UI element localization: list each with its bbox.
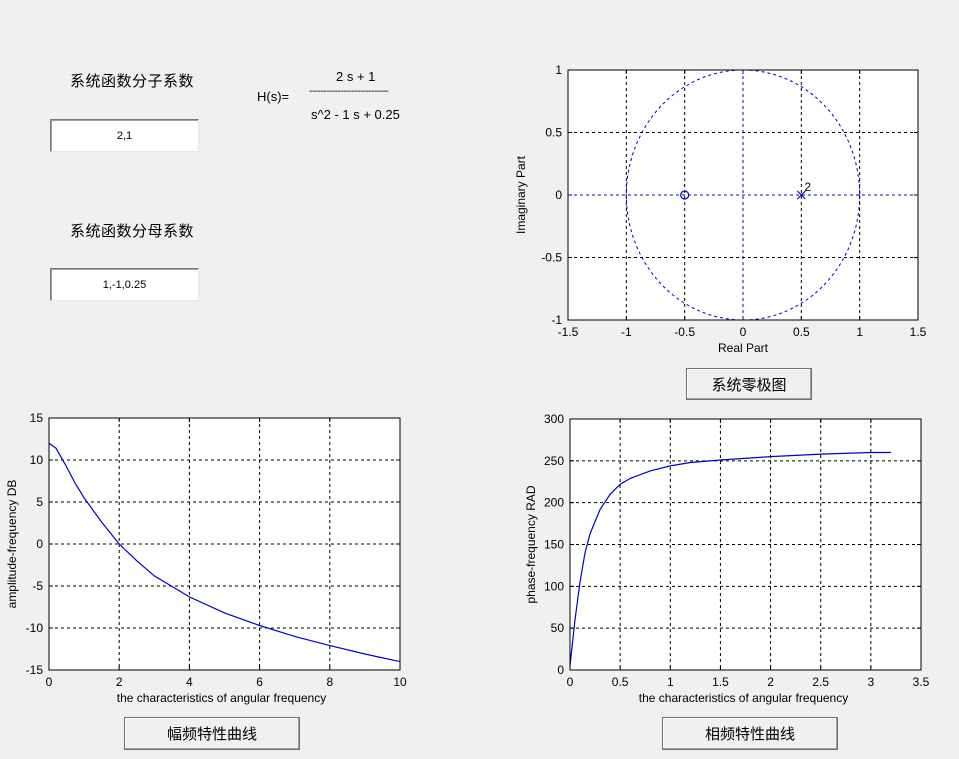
y-axis-label: Imaginary Part	[514, 155, 528, 234]
x-tick-label: 4	[186, 675, 193, 689]
x-tick-label: 0	[567, 675, 574, 689]
amplitude-plot: 0 2 4 6 8 10 15 10 5 0 -5 -10 -15 the characteristics…	[5, 411, 407, 705]
axes-frame	[48, 417, 401, 671]
y-tick-label: 200	[544, 496, 564, 510]
x-axis-label: Real Part	[718, 341, 769, 355]
y-tick-label: 0	[555, 188, 562, 202]
y-tick-label: -10	[26, 621, 44, 635]
y-tick-label: 50	[551, 621, 565, 635]
x-tick-label: 0	[740, 325, 747, 339]
y-tick-label: 300	[544, 412, 564, 426]
y-tick-label: 15	[30, 411, 44, 425]
y-tick-label: -1	[551, 313, 562, 327]
pole-marker	[796, 190, 806, 200]
y-tick-label: -15	[26, 663, 44, 677]
pole-zero-button[interactable]: 系统零极图	[686, 368, 812, 400]
x-tick-label: 1.5	[910, 325, 927, 339]
numerator-input[interactable]: 2,1	[50, 119, 199, 152]
transfer-function-denominator: s^2 - 1 s + 0.25	[311, 107, 400, 122]
x-tick-label: 0	[46, 675, 53, 689]
y-tick-label: 10	[30, 453, 44, 467]
amplitude-response-button[interactable]: 幅频特性曲线	[124, 717, 300, 750]
x-tick-label: 0.5	[612, 675, 629, 689]
y-tick-label: -0.5	[541, 251, 562, 265]
x-tick-label: -1.5	[558, 325, 579, 339]
x-tick-label: 2	[767, 675, 774, 689]
phase-plot: 0 0.5 1 1.5 2 2.5 3 3.5 300 250 200 150 100 50 0 the ch…	[524, 412, 930, 705]
x-tick-label: 2.5	[812, 675, 829, 689]
transfer-function-numerator: 2 s + 1	[336, 69, 376, 84]
denominator-label: 系统函数分母系数	[70, 222, 195, 240]
y-tick-label: 0	[557, 663, 564, 677]
amplitude-curve	[48, 442, 401, 663]
phase-response-button[interactable]: 相频特性曲线	[662, 717, 838, 750]
x-tick-label: 1.5	[712, 675, 729, 689]
x-tick-label: 0.5	[793, 325, 810, 339]
x-tick-label: 2	[116, 675, 123, 689]
x-tick-label: 3.5	[913, 675, 930, 689]
x-tick-label: 3	[868, 675, 875, 689]
x-tick-label: 1	[856, 325, 863, 339]
pole-multiplicity-label: 2	[804, 180, 811, 194]
y-tick-label: 100	[544, 579, 564, 593]
y-tick-label: -5	[32, 579, 43, 593]
x-axis-label: the characteristics of angular frequency	[639, 691, 848, 705]
axes-frame	[569, 418, 922, 671]
zero-marker	[680, 190, 690, 200]
y-tick-label: 250	[544, 454, 564, 468]
x-tick-label: 6	[256, 675, 263, 689]
transfer-function-lhs: H(s)=	[257, 89, 290, 104]
y-axis-label: phase-frequency RAD	[524, 485, 538, 603]
y-tick-label: 150	[544, 538, 564, 552]
denominator-input[interactable]: 1,-1,0.25	[50, 268, 199, 301]
numerator-label: 系统函数分子系数	[70, 72, 195, 90]
y-axis-label: amplitude-frequency DB	[5, 480, 19, 609]
axes-frame	[567, 69, 919, 321]
phase-curve	[569, 451, 891, 666]
unit-circle	[625, 69, 861, 321]
y-tick-label: 0	[36, 537, 43, 551]
x-axis-label: the characteristics of angular frequency	[117, 691, 326, 705]
x-tick-label: 8	[326, 675, 333, 689]
y-tick-label: 1	[555, 63, 562, 77]
x-tick-label: 10	[393, 675, 407, 689]
transfer-function-divider: ----------------------------	[309, 86, 389, 97]
y-tick-label: 0.5	[545, 126, 562, 140]
x-tick-label: 1	[667, 675, 674, 689]
y-tick-label: 5	[36, 495, 43, 509]
x-tick-label: -1	[621, 325, 632, 339]
x-tick-label: -0.5	[674, 325, 695, 339]
